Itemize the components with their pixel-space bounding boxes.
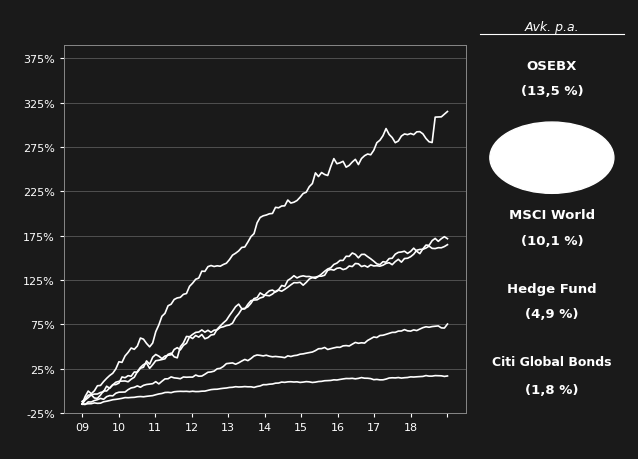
Text: Hedge Fund: Hedge Fund	[507, 282, 597, 295]
Text: Citi Global Bonds: Citi Global Bonds	[492, 356, 612, 369]
Text: MSCI World: MSCI World	[509, 209, 595, 222]
Text: (4,9 %): (4,9 %)	[525, 308, 579, 320]
Ellipse shape	[490, 123, 614, 194]
Text: (10,1 %): (10,1 %)	[521, 234, 583, 247]
Text: (1,8 %): (1,8 %)	[525, 383, 579, 396]
Text: OSEBX: OSEBX	[527, 60, 577, 73]
Text: (13,5 %): (13,5 %)	[521, 85, 583, 98]
Text: Avk. p.a.: Avk. p.a.	[524, 21, 579, 34]
